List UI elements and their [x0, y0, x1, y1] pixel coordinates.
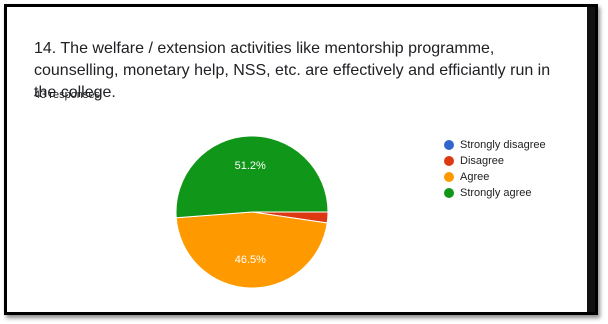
slice-label-strongly-agree: 51.2% — [235, 160, 266, 172]
legend-label: Disagree — [460, 155, 505, 167]
pie-slice-strongly-agree[interactable] — [175, 135, 329, 219]
legend-swatch — [444, 172, 454, 182]
legend-swatch — [444, 188, 454, 198]
legend-label: Agree — [460, 171, 490, 183]
card-right-border — [7, 7, 595, 312]
chart-legend: Strongly disagree Disagree Agree Strongl… — [444, 138, 546, 202]
legend-item-agree[interactable]: Agree — [444, 170, 546, 184]
question-title: 14. The welfare / extension activities l… — [34, 40, 551, 101]
slice-label-agree: 46.5% — [235, 254, 266, 266]
chart-card: 14. The welfare / extension activities l… — [4, 4, 598, 315]
legend-swatch — [444, 140, 454, 150]
legend-item-strongly-disagree[interactable]: Strongly disagree — [444, 138, 546, 152]
legend-item-disagree[interactable]: Disagree — [444, 154, 546, 168]
legend-swatch — [444, 156, 454, 166]
pie-slice-agree[interactable] — [175, 211, 328, 289]
legend-label: Strongly agree — [460, 187, 532, 199]
response-count: 43 responses — [34, 89, 101, 101]
legend-label: Strongly disagree — [460, 139, 546, 151]
legend-item-strongly-agree[interactable]: Strongly agree — [444, 186, 546, 200]
pie-chart: 46.5% 51.2% — [175, 135, 329, 289]
